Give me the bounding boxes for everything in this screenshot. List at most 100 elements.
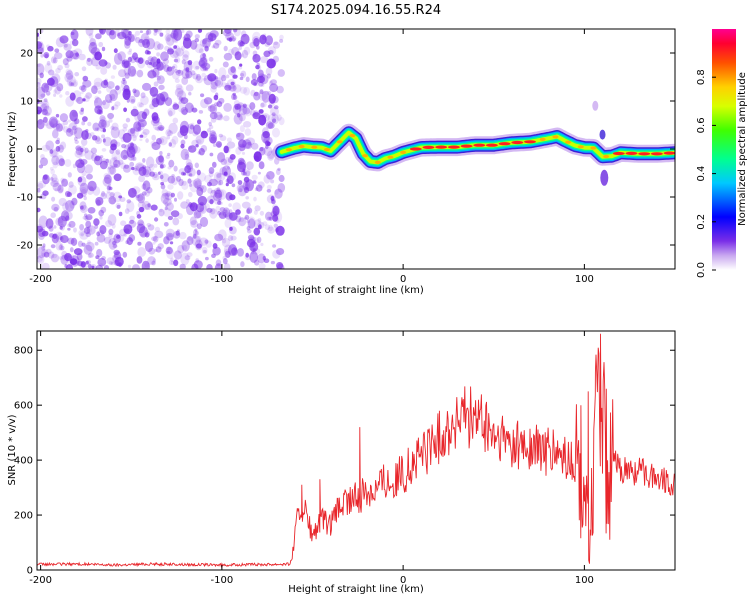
noise-speckle — [155, 246, 162, 253]
noise-speckle — [37, 82, 41, 88]
noise-speckle — [218, 189, 227, 200]
noise-speckle — [273, 41, 278, 45]
noise-speckle — [238, 217, 247, 227]
noise-speckle — [43, 83, 49, 89]
noise-speckle — [93, 218, 100, 226]
noise-speckle — [78, 53, 86, 61]
noise-speckle — [52, 182, 62, 192]
noise-speckle — [66, 192, 72, 197]
noise-speckle — [53, 225, 57, 229]
noise-speckle — [44, 63, 53, 73]
noise-speckle — [157, 243, 164, 250]
noise-speckle — [141, 260, 150, 269]
noise-speckle — [210, 189, 218, 198]
ridge-outlier — [600, 169, 609, 186]
noise-speckle — [167, 215, 173, 221]
noise-speckle — [262, 127, 269, 136]
noise-speckle — [52, 233, 57, 240]
noise-speckle — [273, 223, 278, 228]
noise-speckle — [62, 120, 69, 126]
noise-speckle — [180, 107, 189, 115]
noise-speckle — [79, 109, 84, 115]
noise-speckle — [194, 162, 199, 169]
noise-speckle — [103, 172, 111, 180]
noise-speckle — [250, 79, 258, 86]
noise-speckle — [115, 234, 125, 243]
noise-speckle — [198, 148, 205, 156]
noise-speckle — [98, 59, 108, 67]
noise-speckle — [223, 145, 229, 154]
noise-speckle — [55, 113, 60, 118]
noise-speckle — [167, 37, 171, 42]
noise-speckle — [276, 114, 282, 121]
noise-speckle — [168, 259, 174, 266]
noise-speckle — [56, 83, 64, 92]
noise-speckle — [43, 83, 53, 92]
noise-speckle — [108, 232, 113, 239]
noise-speckle — [267, 226, 275, 234]
noise-speckle — [86, 225, 96, 235]
noise-speckle — [181, 68, 190, 80]
noise-speckle — [46, 122, 54, 130]
noise-speckle — [128, 30, 132, 36]
noise-speckle — [204, 67, 209, 72]
noise-speckle — [168, 122, 178, 134]
noise-speckle — [140, 232, 145, 237]
noise-speckle — [82, 98, 86, 102]
x-tick-label: 100 — [575, 575, 594, 586]
noise-speckle — [38, 228, 46, 237]
noise-speckle — [129, 126, 139, 138]
noise-speckle — [139, 102, 144, 108]
noise-speckle — [152, 258, 156, 263]
noise-speckle — [52, 129, 59, 139]
x-tick-label: 0 — [400, 274, 406, 285]
noise-speckle — [59, 35, 69, 44]
noise-speckle — [89, 186, 94, 191]
noise-speckle — [112, 254, 119, 263]
noise-speckle — [140, 131, 148, 139]
noise-speckle — [48, 116, 59, 128]
noise-speckle — [79, 85, 86, 91]
noise-speckle — [63, 43, 72, 51]
noise-speckle — [225, 146, 231, 153]
noise-speckle — [54, 86, 61, 95]
noise-speckle — [217, 181, 222, 186]
noise-speckle — [122, 251, 128, 258]
noise-speckle — [151, 141, 161, 151]
noise-speckle — [151, 134, 156, 141]
ridge-hotspot — [387, 155, 394, 159]
noise-speckle — [182, 172, 187, 176]
colorbar-tick-label: 0.6 — [696, 117, 707, 133]
noise-speckle — [266, 189, 272, 193]
noise-speckle — [72, 39, 79, 47]
noise-speckle — [131, 186, 141, 195]
x-tick-label: 0 — [400, 575, 406, 586]
ridge-hotspot — [336, 140, 343, 144]
noise-speckle — [204, 239, 209, 244]
noise-speckle — [41, 98, 49, 105]
noise-speckle — [233, 29, 241, 37]
noise-speckle — [192, 60, 201, 71]
noise-speckle — [232, 202, 241, 212]
noise-speckle — [216, 173, 222, 178]
noise-speckle — [97, 121, 105, 128]
noise-speckle — [201, 246, 208, 255]
y-tick-label: 200 — [14, 511, 33, 522]
noise-speckle — [266, 73, 271, 79]
ridge-hotspot — [374, 160, 381, 164]
noise-speckle — [115, 29, 120, 34]
noise-speckle — [277, 69, 285, 77]
noise-speckle — [185, 158, 192, 168]
noise-speckle — [64, 159, 72, 167]
noise-speckle — [45, 140, 54, 151]
noise-speckle — [164, 45, 170, 52]
noise-speckle — [159, 32, 164, 37]
noise-speckle — [116, 262, 121, 267]
noise-speckle — [167, 184, 174, 190]
noise-speckle — [41, 100, 50, 110]
noise-speckle — [261, 131, 270, 144]
noise-speckle — [173, 101, 178, 108]
noise-speckle — [134, 167, 138, 172]
noise-speckle — [83, 196, 87, 201]
